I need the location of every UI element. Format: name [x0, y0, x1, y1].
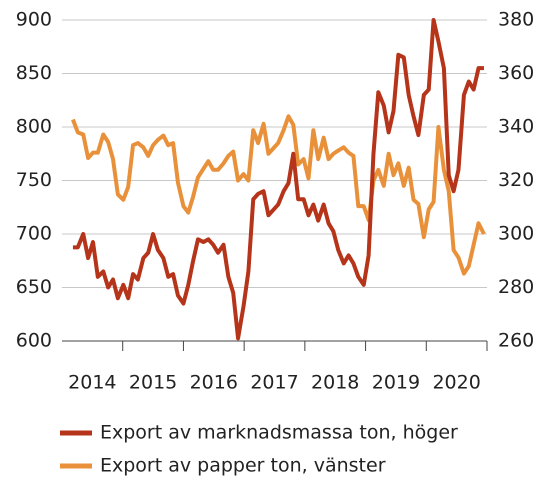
- y-tick-label: 600: [16, 330, 52, 352]
- series-line: [71, 114, 486, 276]
- x-tick-label: 2020: [432, 372, 480, 394]
- y-tick-label: 750: [16, 169, 52, 191]
- y2-tick-label: 380: [498, 9, 534, 31]
- y-tick-label: 650: [16, 276, 52, 298]
- y2-tick-label: 320: [498, 169, 534, 191]
- x-tick-label: 2019: [372, 372, 420, 394]
- y2-tick-label: 260: [498, 330, 534, 352]
- x-tick-label: 2014: [68, 372, 116, 394]
- y-tick-label: 800: [16, 116, 52, 138]
- y2-tick-label: 280: [498, 276, 534, 298]
- y2-tick-label: 300: [498, 223, 534, 245]
- y2-tick-label: 360: [498, 62, 534, 84]
- y2-tick-label: 340: [498, 116, 534, 138]
- x-tick-label: 2015: [129, 372, 177, 394]
- y-tick-label: 700: [16, 223, 52, 245]
- y-tick-label: 850: [16, 62, 52, 84]
- x-tick-label: 2018: [311, 372, 359, 394]
- x-tick-label: 2016: [190, 372, 238, 394]
- y-tick-label: 900: [16, 9, 52, 31]
- x-tick-label: 2017: [250, 372, 298, 394]
- legend-label: Export av papper ton, vänster: [100, 455, 386, 477]
- series-line: [72, 18, 484, 341]
- legend-label: Export av marknadsmassa ton, höger: [100, 422, 458, 444]
